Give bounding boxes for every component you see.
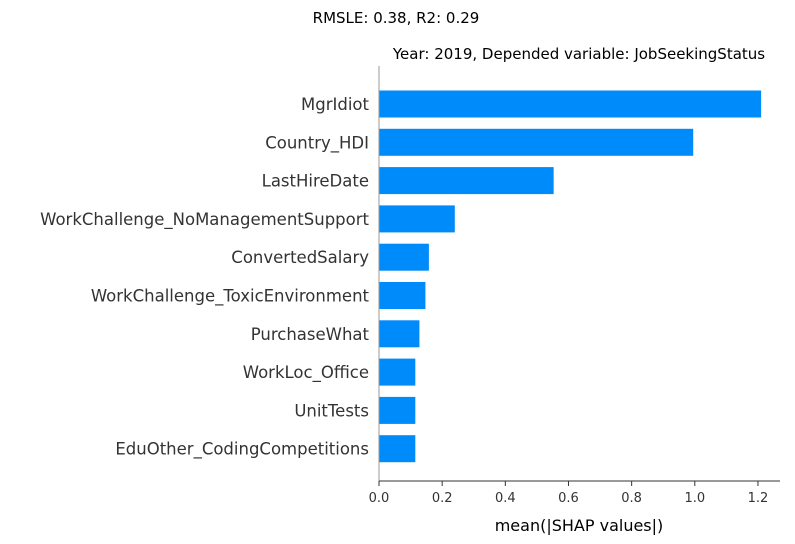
x-tick-label-6: 1.2 — [748, 491, 769, 506]
x-tick-label-1: 0.2 — [432, 491, 453, 506]
bar-1 — [379, 128, 694, 156]
category-label-4: ConvertedSalary — [231, 248, 369, 267]
x-axis-label: mean(|SHAP values|) — [495, 516, 664, 535]
x-tick-label-0: 0.0 — [369, 491, 390, 506]
bar-0 — [379, 90, 762, 118]
bar-5 — [379, 282, 426, 309]
category-labels-group: MgrIdiot Country_HDI LastHireDate WorkChall… — [40, 95, 369, 460]
category-label-7: WorkLoc_Office — [243, 363, 369, 383]
category-label-1: Country_HDI — [265, 133, 369, 153]
category-label-3: WorkChallenge_NoManagementSupport — [40, 210, 369, 230]
x-ticks-group: 0.0 0.2 0.4 0.6 0.8 1.0 1.2 — [369, 481, 769, 506]
category-label-2: LastHireDate — [262, 172, 369, 191]
bar-4 — [379, 243, 429, 271]
category-label-9: EduOther_CodingCompetitions — [115, 440, 369, 460]
bars-group — [379, 90, 762, 463]
bar-8 — [379, 396, 416, 424]
category-label-5: WorkChallenge_ToxicEnvironment — [91, 287, 370, 307]
category-label-8: UnitTests — [294, 401, 369, 420]
x-tick-label-3: 0.6 — [558, 491, 579, 506]
x-tick-label-5: 1.0 — [684, 491, 705, 506]
x-tick-label-2: 0.4 — [495, 491, 516, 506]
chart-title: Year: 2019, Depended variable: JobSeekin… — [392, 45, 765, 63]
x-tick-label-4: 0.8 — [621, 491, 642, 506]
bar-2 — [379, 167, 554, 195]
chart-suptitle: RMSLE: 0.38, R2: 0.29 — [313, 9, 480, 27]
bar-3 — [379, 205, 455, 233]
category-label-0: MgrIdiot — [301, 95, 370, 114]
bar-7 — [379, 358, 416, 386]
bar-6 — [379, 320, 420, 348]
category-label-6: PurchaseWhat — [251, 325, 370, 344]
bar-9 — [379, 435, 416, 463]
